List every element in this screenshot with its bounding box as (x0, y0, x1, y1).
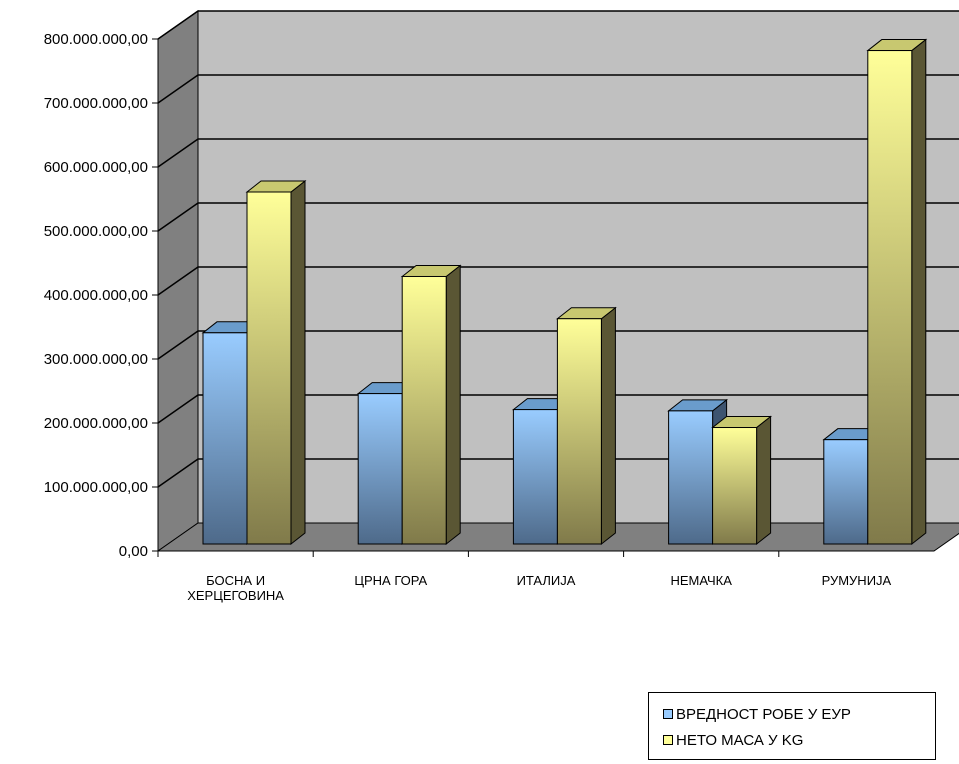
bar-front (401, 275, 447, 545)
category-label: БОСНА И (206, 573, 265, 588)
category-label: РУМУНИЈА (822, 573, 892, 588)
bar-mass-kg (400, 264, 462, 546)
legend-label-value: ВРЕДНОСТ РОБЕ У ЕУР (676, 705, 851, 723)
bar-front (512, 409, 558, 545)
y-tick-label: 800.000.000,00 (44, 31, 148, 48)
gridline (157, 394, 959, 424)
y-tick-label: 100.000.000,00 (44, 479, 148, 496)
bar-side (445, 264, 461, 546)
bar-front (712, 427, 758, 545)
gridline (157, 10, 959, 40)
y-tick-label: 500.000.000,00 (44, 223, 148, 240)
bar-mass-kg (245, 179, 307, 546)
gridline (157, 330, 959, 360)
bars (201, 38, 928, 546)
y-tick-label: 300.000.000,00 (44, 351, 148, 368)
bar-front (202, 332, 248, 545)
gridline (157, 202, 959, 232)
legend: ВРЕДНОСТ РОБЕ У ЕУР НЕТО МАСА У KG (648, 692, 936, 760)
legend-swatch-blue (663, 709, 673, 719)
category-label: НЕМАЧКА (670, 573, 732, 588)
category-label: ЦРНА ГОРА (354, 573, 427, 588)
category-label: ХЕРЦЕГОВИНА (187, 588, 284, 603)
legend-label-mass: НЕТО МАСА У KG (676, 731, 804, 749)
legend-swatch-yellow (663, 735, 673, 745)
bar-front (246, 191, 292, 545)
bar-front (556, 318, 602, 545)
y-tick-label: 400.000.000,00 (44, 287, 148, 304)
y-tick-label: 600.000.000,00 (44, 159, 148, 176)
bar-front (357, 393, 403, 545)
legend-item-value: ВРЕДНОСТ РОБЕ У ЕУР (663, 701, 935, 727)
gridline (157, 74, 959, 104)
bar-side (600, 306, 616, 546)
legend-item-mass: НЕТО МАСА У KG (663, 727, 935, 753)
bar-mass-kg (711, 415, 773, 546)
bar-front (867, 50, 913, 545)
bar-mass-kg (866, 38, 928, 546)
gridline (157, 266, 959, 296)
y-tick-label: 200.000.000,00 (44, 415, 148, 432)
bar-value-eur (667, 398, 729, 546)
y-tick-label: 0,00 (119, 543, 148, 560)
axes: 0,00 100.000.000,00 200.000.000,00 300.000.… (44, 31, 934, 603)
bar-front (823, 439, 869, 545)
bar-side (911, 38, 927, 546)
bar-mass-kg (555, 306, 617, 546)
bar-side (756, 415, 772, 546)
bar-side (290, 179, 306, 546)
bar-front (668, 410, 714, 545)
y-tick-label: 700.000.000,00 (44, 95, 148, 112)
category-label: ИТАЛИЈА (517, 573, 576, 588)
gridline (157, 138, 959, 168)
